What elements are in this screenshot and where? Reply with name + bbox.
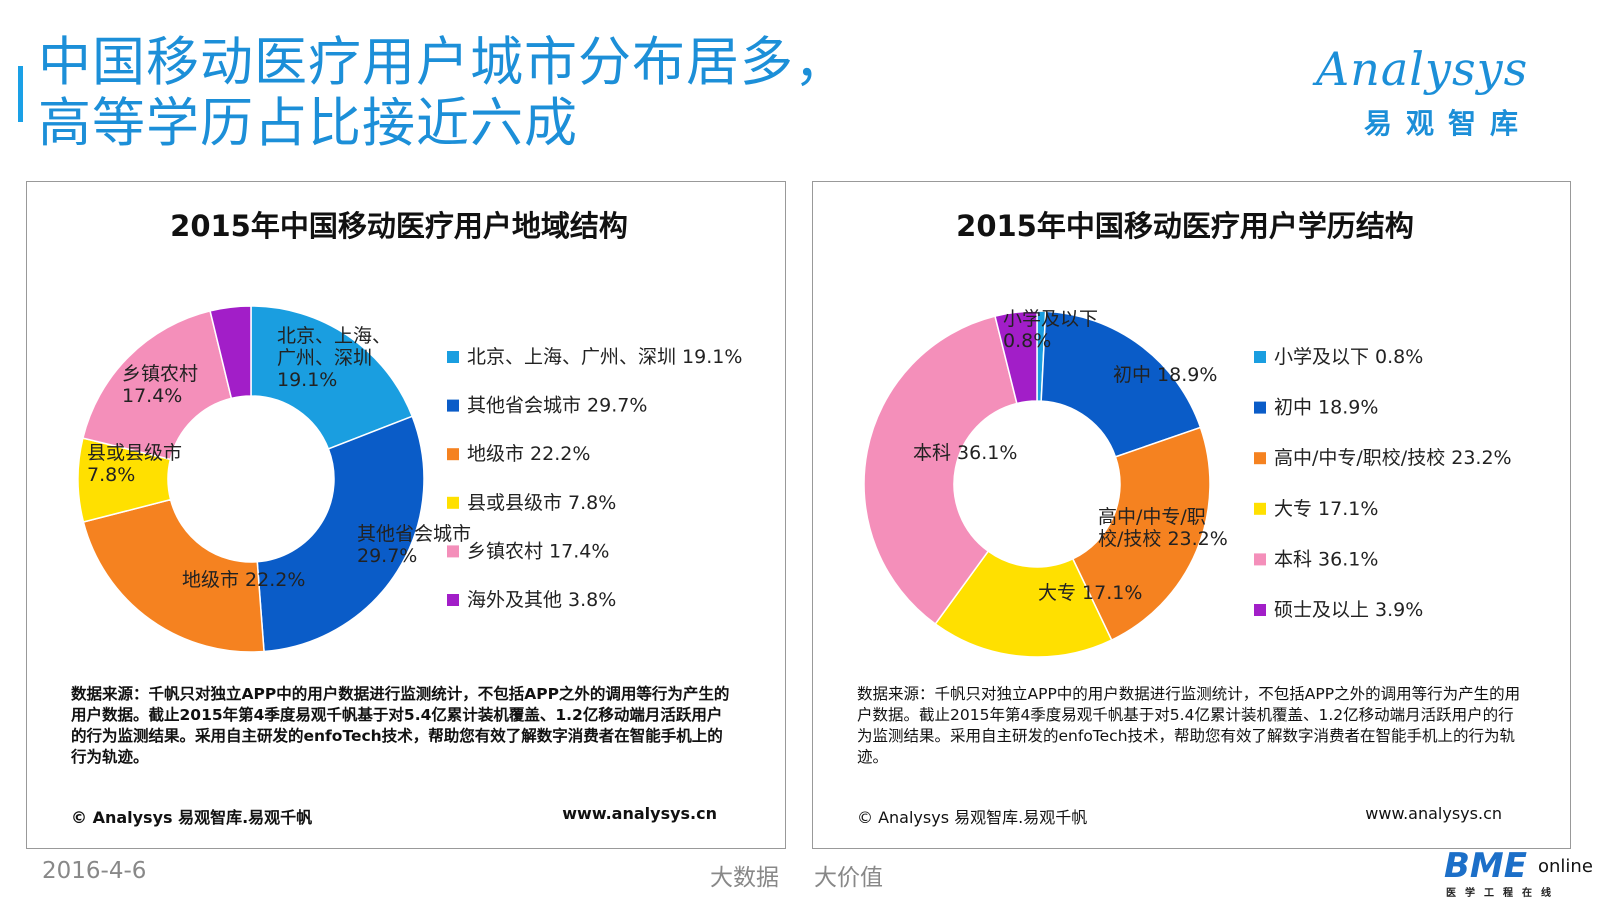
- legend-swatch-1: [447, 351, 459, 363]
- chart-title: 2015年中国移动医疗用户学历结构: [956, 209, 1414, 243]
- legend-swatch-4: [447, 496, 459, 509]
- legend-label-2: 其他省会城市 29.7%: [467, 395, 647, 417]
- legend-label-4: 大专 17.1%: [1274, 498, 1378, 520]
- chart-title: 2015年中国移动医疗用户地域结构: [170, 209, 628, 243]
- chart-panel-education: 2015年中国移动医疗用户学历结构小学及以下 0.8% 初中 18.9% 高中/中专/…: [812, 181, 1571, 849]
- analysys-logo: Analysys 易观智库: [1316, 42, 1556, 146]
- slice-label-4: 县或县级市 7.8%: [87, 442, 182, 486]
- slice-label-4: 大专 17.1%: [1038, 582, 1142, 604]
- legend-swatch-5: [447, 545, 459, 558]
- donut-slice-2: [1040, 310, 1202, 458]
- legend-label-5: 乡镇农村 17.4%: [467, 540, 609, 562]
- logo-cn: 易观智库: [1364, 107, 1533, 140]
- logo-word: Analysys: [1316, 42, 1529, 96]
- legend-label-5: 本科 36.1%: [1274, 548, 1378, 570]
- legend-swatch-2: [447, 399, 459, 412]
- bme-logo-sub: 医学工程在线: [1446, 888, 1560, 899]
- slice-label-3: 高中/中专/职校/技校 23.2%: [1098, 506, 1228, 550]
- page-title: 中国移动医疗用户城市分布居多， 高等学历占比接近六成: [38, 32, 848, 154]
- legend-label-6: 海外及其他 3.8%: [467, 589, 616, 611]
- donut-slice-3: [1071, 426, 1211, 642]
- website-text: www.analysys.cn: [562, 804, 717, 823]
- footer-slogan-big-data: 大数据: [710, 865, 779, 891]
- legend-swatch-2: [1254, 401, 1266, 414]
- bme-online-logo: BME online 医学工程在线: [1444, 846, 1594, 899]
- donut-slice-4: [934, 550, 1113, 658]
- legend-swatch-6: [447, 594, 459, 606]
- slice-label-5: 乡镇农村 17.4%: [122, 363, 198, 407]
- slice-label-1: 北京、上海、广州、深圳 19.1%: [277, 325, 391, 391]
- donut-slice-3: [82, 498, 265, 653]
- bme-logo-main: BME: [1444, 846, 1527, 886]
- data-source-note: 数据来源：千帆只对独立APP中的用户数据进行监测统计，不包括APP之外的调用等行…: [71, 685, 730, 766]
- footer-slogan-big-value: 大价值: [814, 865, 883, 891]
- footer-date: 2016-4-6: [42, 858, 147, 884]
- slice-label-3: 地级市 22.2%: [182, 569, 305, 591]
- legend-swatch-4: [1254, 502, 1266, 515]
- donut-slice-1: [250, 305, 414, 450]
- website-text: www.analysys.cn: [1365, 804, 1502, 823]
- donut-slice-6: [209, 305, 252, 400]
- legend-label-4: 县或县级市 7.8%: [467, 492, 616, 514]
- slice-label-2: 初中 18.9%: [1113, 364, 1217, 386]
- legend-swatch-3: [447, 448, 459, 461]
- slice-label-5: 本科 36.1%: [913, 442, 1017, 464]
- copyright-text: © Analysys 易观智库.易观千帆: [71, 808, 313, 827]
- legend-swatch-6: [1254, 604, 1266, 616]
- donut-slice-6: [994, 310, 1038, 405]
- legend-label-3: 高中/中专/职校/技校 23.2%: [1274, 447, 1512, 469]
- legend-swatch-5: [1254, 553, 1266, 566]
- chart-panel-region: 2015年中国移动医疗用户地域结构北京、上海、广州、深圳 19.1% 其他省会城市 2…: [26, 181, 786, 849]
- bme-logo-online: online: [1538, 856, 1593, 877]
- legend-swatch-3: [1254, 452, 1266, 465]
- slice-label-2: 其他省会城市 29.7%: [357, 523, 471, 567]
- donut-slice-5: [82, 310, 233, 461]
- slice-label-1: 小学及以下 0.8%: [1003, 308, 1098, 352]
- legend-label-6: 硕士及以上 3.9%: [1274, 599, 1423, 621]
- legend-label-1: 北京、上海、广州、深圳 19.1%: [467, 346, 742, 368]
- legend-label-1: 小学及以下 0.8%: [1274, 346, 1423, 368]
- donut-slice-5: [863, 315, 1018, 626]
- donut-slice-2: [256, 415, 425, 653]
- legend-label-2: 初中 18.9%: [1274, 397, 1378, 419]
- copyright-text: © Analysys 易观智库.易观千帆: [857, 808, 1088, 827]
- data-source-note: 数据来源：千帆只对独立APP中的用户数据进行监测统计，不包括APP之外的调用等行…: [857, 685, 1521, 766]
- legend-label-3: 地级市 22.2%: [467, 443, 590, 465]
- legend-swatch-1: [1254, 351, 1266, 363]
- title-accent-bar: [18, 66, 23, 122]
